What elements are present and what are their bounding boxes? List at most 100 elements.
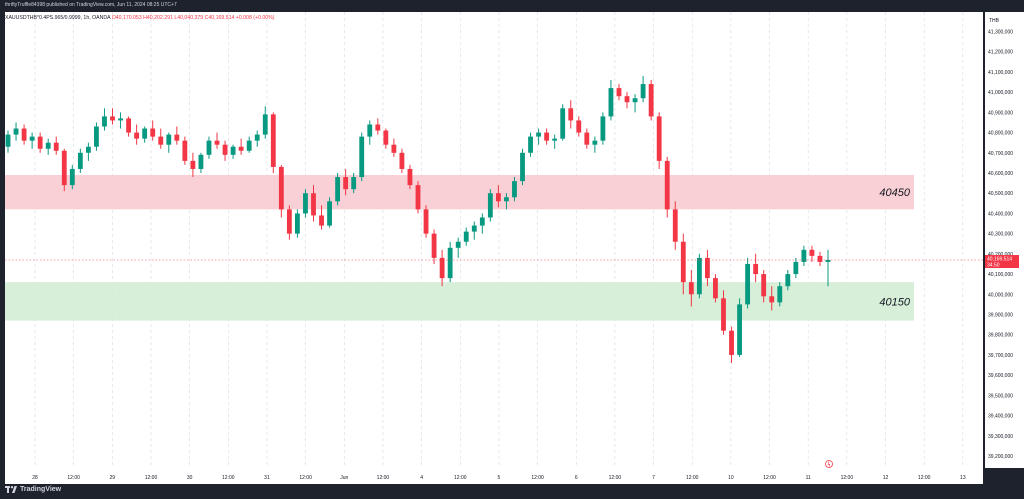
- candle-body: [230, 146, 236, 155]
- y-tick-label: 40,900,000: [988, 110, 1013, 116]
- candle-body: [463, 231, 469, 242]
- candle-body: [512, 181, 517, 198]
- x-tick-label: 6: [575, 475, 578, 481]
- y-tick-label: 39,200,000: [988, 454, 1013, 460]
- candle-body: [777, 286, 783, 303]
- candle-body: [367, 124, 373, 137]
- high-value: H40,202.291: [143, 15, 173, 21]
- time-axis[interactable]: 28 12:00 29 12:00 30 12:00 31 12:00 Jun 12:00 4 12:…: [5, 468, 983, 484]
- ohlc-legend: XAUUSDTHB*0.4PS.965/0.9999, 1h, OANDA O4…: [5, 15, 274, 21]
- plot-area[interactable]: [5, 12, 983, 468]
- candle-body: [552, 138, 558, 141]
- candle-body: [415, 185, 421, 210]
- candle-body: [761, 274, 767, 297]
- open-value: O40,170.053: [111, 15, 142, 21]
- candle-body: [447, 247, 453, 279]
- vertical-grid: [34, 12, 964, 468]
- candle-body: [455, 241, 461, 248]
- y-tick-label: 39,800,000: [988, 333, 1013, 339]
- axis-bg: [985, 12, 1024, 468]
- x-tick-label: 12:00: [686, 475, 699, 481]
- x-tick-label: Jun: [340, 475, 348, 481]
- candle-body: [286, 209, 292, 234]
- candle-body: [504, 197, 509, 202]
- candle-body: [688, 282, 694, 295]
- candle-body: [85, 146, 91, 153]
- x-tick-label: 12:00: [454, 475, 467, 481]
- candle-body: [785, 274, 791, 287]
- x-tick-label: 12:00: [222, 475, 235, 481]
- candle-body: [102, 116, 107, 127]
- candle-body: [335, 177, 341, 202]
- candle-body: [680, 241, 686, 283]
- candle-body: [383, 130, 389, 145]
- footer-brand[interactable]: TradingView: [5, 486, 61, 493]
- zone-label: 40450: [879, 187, 910, 199]
- candle-body: [118, 118, 123, 121]
- y-tick-label: 40,300,000: [988, 232, 1013, 238]
- candle-body: [624, 96, 630, 103]
- candle-body: [520, 152, 525, 182]
- candle-body: [584, 132, 590, 145]
- candle-body: [713, 278, 718, 299]
- low-value: L40,040.379: [174, 15, 204, 21]
- price-axis[interactable]: THB 41,300,000 41,200,000 41,100,000 41,000,…: [985, 12, 1024, 468]
- candle-body: [391, 144, 397, 153]
- y-tick-label: 40,000,000: [988, 292, 1013, 298]
- candle-body: [174, 134, 180, 141]
- y-tick-label: 39,600,000: [988, 373, 1013, 379]
- x-tick-label: 11: [806, 475, 811, 481]
- candle-body: [303, 193, 308, 214]
- y-tick-label: 40,500,000: [988, 191, 1013, 197]
- x-tick-label: 10: [728, 475, 734, 481]
- y-tick-label: 40,800,000: [988, 131, 1013, 137]
- symbol-label: XAUUSDTHB*0.4PS.965/0.9999, 1h, OANDA: [5, 15, 111, 21]
- candle-body: [592, 140, 598, 145]
- candle-body: [729, 330, 734, 355]
- x-tick-label: 28: [32, 475, 38, 481]
- candle-body: [37, 136, 43, 149]
- x-tick-label: 12:00: [918, 475, 931, 481]
- brand-name: TradingView: [20, 486, 62, 493]
- candle-body: [528, 136, 533, 153]
- candle-body: [94, 126, 99, 147]
- candle-body: [319, 215, 324, 226]
- x-tick-label: 4: [420, 475, 423, 481]
- candle-body: [560, 108, 566, 139]
- x-tick-label: 13: [960, 475, 966, 481]
- candle-body: [262, 114, 268, 135]
- x-tick-label: 7: [652, 475, 655, 481]
- candle-body: [126, 118, 131, 133]
- candle-body: [705, 257, 710, 279]
- candle-body: [721, 298, 726, 331]
- candle-body: [69, 168, 75, 186]
- candle-body: [487, 193, 493, 218]
- x-tick-label: 5: [498, 475, 501, 481]
- candle-body: [576, 120, 582, 133]
- publish-line: thriftyTruffle84398 published on Trading…: [5, 2, 177, 8]
- x-tick-label: 30: [187, 475, 193, 481]
- x-tick-label: 12:00: [763, 475, 776, 481]
- x-tick-label: 12:00: [609, 475, 622, 481]
- candle-body: [745, 263, 751, 305]
- candle-body: [270, 114, 276, 167]
- y-tick-label: 40,200,000: [988, 252, 1013, 258]
- tradingview-logo-icon: [5, 486, 17, 493]
- candle-body: [608, 88, 614, 117]
- candle-body: [254, 134, 260, 141]
- zone-label: 40150: [879, 296, 910, 308]
- candle-body: [134, 132, 140, 139]
- y-tick-label: 39,300,000: [988, 434, 1013, 440]
- y-tick-label: 41,300,000: [988, 30, 1013, 36]
- candle-body: [45, 142, 51, 149]
- candle-body: [166, 134, 172, 145]
- candle-body: [737, 304, 742, 355]
- candle-body: [640, 84, 646, 99]
- candle-body: [479, 217, 485, 226]
- candle-body: [295, 213, 300, 234]
- candle-body: [150, 128, 156, 137]
- price-value: 40,169.514: [987, 257, 1012, 263]
- candle-body: [77, 152, 83, 169]
